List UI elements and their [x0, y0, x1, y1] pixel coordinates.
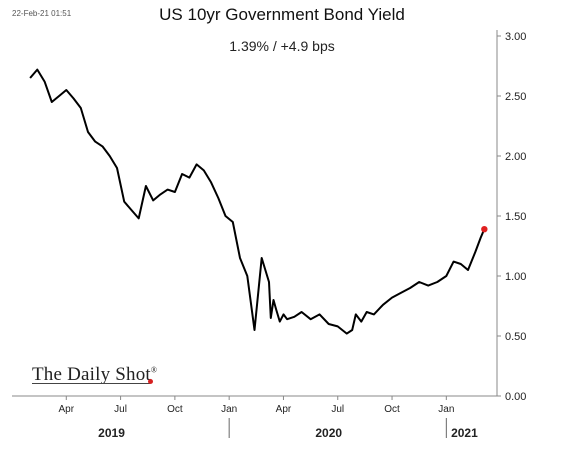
last-point-marker — [481, 226, 488, 233]
y-tick-label: 0.50 — [505, 331, 526, 343]
logo: The Daily Shot® — [32, 364, 157, 386]
x-tick-label: Oct — [167, 404, 183, 415]
x-tick-label: Jan — [221, 404, 237, 415]
date-stamp: 22-Feb-21 01:51 — [12, 9, 72, 18]
chart-marks — [29, 68, 488, 335]
logo-text: The Daily Shot — [32, 364, 151, 385]
year-label: 2019 — [98, 426, 125, 440]
y-tick-label: 2.00 — [505, 151, 526, 163]
y-tick-label: 0.00 — [505, 391, 526, 403]
logo-underline — [32, 383, 150, 384]
y-tick-label: 3.00 — [505, 31, 526, 43]
logo-dot-icon — [148, 379, 153, 384]
chart-subtitle: 1.39% / +4.9 bps — [229, 38, 335, 54]
year-label: 2020 — [315, 426, 342, 440]
y-tick-label: 1.00 — [505, 271, 526, 283]
series-line — [29, 68, 486, 335]
chart-title: US 10yr Government Bond Yield — [159, 5, 405, 24]
y-tick-label: 2.50 — [505, 91, 526, 103]
x-tick-label: Jan — [438, 404, 454, 415]
chart-axes: 0.00 0.50 1.00 1.50 2.00 2.50 3.00 Apr Jul Oct Jan… — [12, 30, 526, 440]
x-tick-label: Apr — [276, 404, 292, 415]
x-tick-label: Jul — [114, 404, 127, 415]
x-tick-label: Oct — [384, 404, 400, 415]
x-tick-label: Jul — [331, 404, 344, 415]
y-tick-label: 1.50 — [505, 211, 526, 223]
year-label: 2021 — [451, 426, 478, 440]
x-tick-label: Apr — [59, 404, 75, 415]
logo-registered-mark: ® — [150, 365, 158, 375]
